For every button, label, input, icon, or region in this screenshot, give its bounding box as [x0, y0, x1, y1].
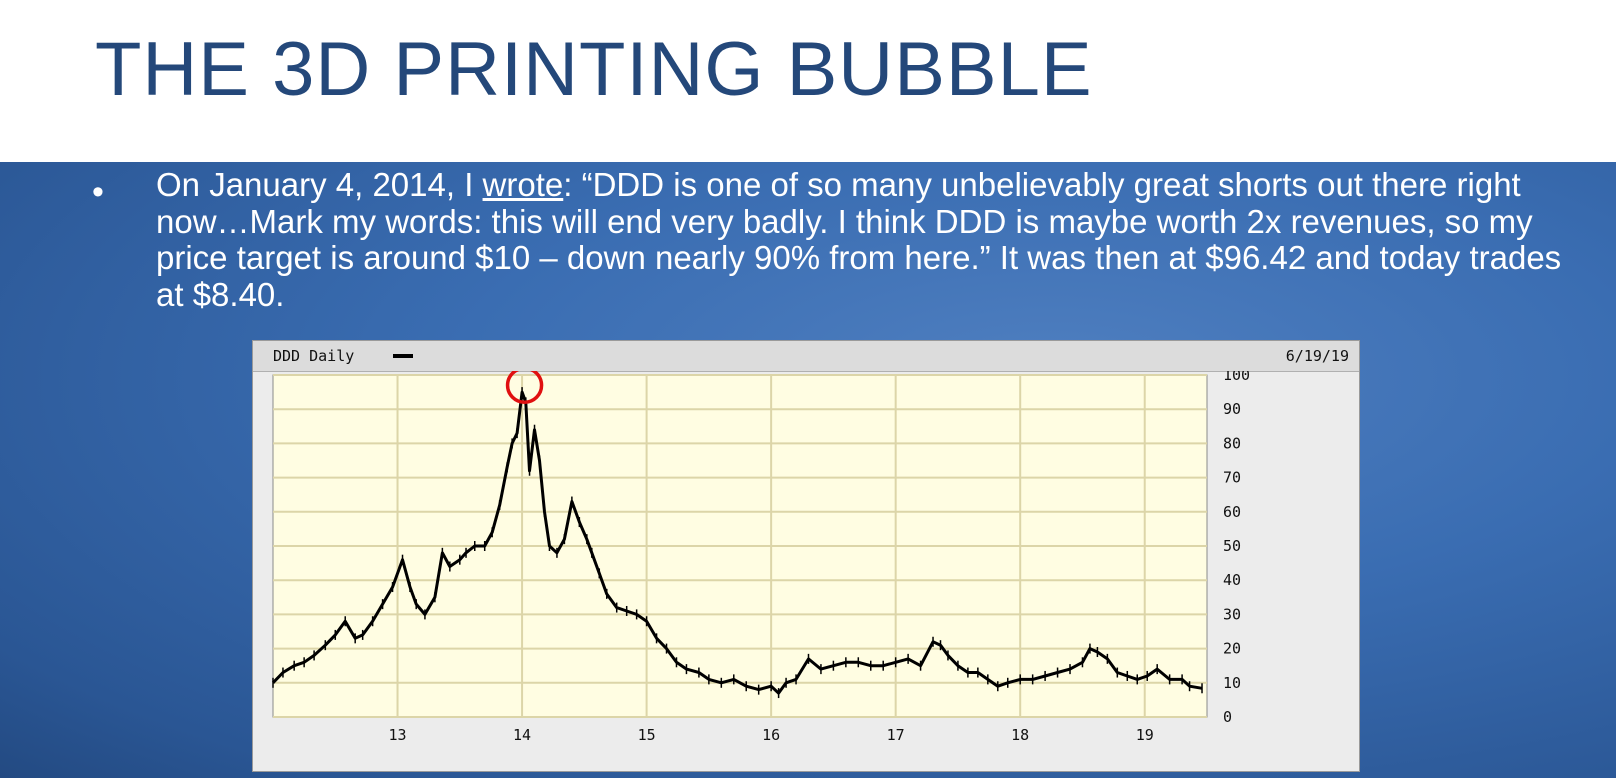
- x-tick-label: 15: [638, 726, 656, 744]
- legend-swatch: [393, 354, 413, 358]
- x-tick-label: 19: [1136, 726, 1154, 744]
- y-tick-label: 70: [1223, 469, 1241, 487]
- bullet-text-end: : “DDD is one of so many unbelievably gr…: [156, 166, 1562, 313]
- bullet-text: On January 4, 2014, I wrote: “DDD is one…: [156, 166, 1576, 313]
- x-tick-label: 18: [1011, 726, 1029, 744]
- x-tick-label: 13: [389, 726, 407, 744]
- chart-canvas: 0 10 20 30 40 50 60 70 80 90 100 13 14 15 16 17 18 19: [271, 371, 1250, 744]
- y-tick-label: 80: [1223, 434, 1241, 452]
- wrote-link[interactable]: wrote: [482, 166, 564, 203]
- y-tick-label: 10: [1223, 674, 1241, 692]
- title-band: THE 3D PRINTING BUBBLE: [0, 0, 1616, 162]
- chart-title: DDD Daily: [273, 347, 355, 365]
- x-tick-label: 17: [887, 726, 905, 744]
- bullet-text-start: On January 4, 2014, I: [156, 166, 483, 203]
- y-tick-label: 100: [1223, 371, 1250, 384]
- chart-date: 6/19/19: [1285, 347, 1349, 365]
- y-tick-label: 60: [1223, 503, 1241, 521]
- slide-title: THE 3D PRINTING BUBBLE: [95, 27, 1093, 112]
- y-tick-label: 20: [1223, 640, 1241, 658]
- y-tick-label: 30: [1223, 605, 1241, 623]
- y-tick-label: 50: [1223, 537, 1241, 555]
- x-tick-label: 14: [513, 726, 531, 744]
- bullet-marker: •: [92, 173, 104, 211]
- chart-header: DDD Daily 6/19/19: [253, 341, 1359, 372]
- y-tick-label: 40: [1223, 571, 1241, 589]
- stock-chart: DDD Daily 6/19/19 0 10 20 30 40 50 60 70 80 90 100…: [252, 340, 1360, 772]
- y-tick-label: 90: [1223, 400, 1241, 418]
- peak-highlight-circle: [505, 371, 544, 405]
- x-tick-label: 16: [762, 726, 780, 744]
- y-tick-label: 0: [1223, 708, 1232, 726]
